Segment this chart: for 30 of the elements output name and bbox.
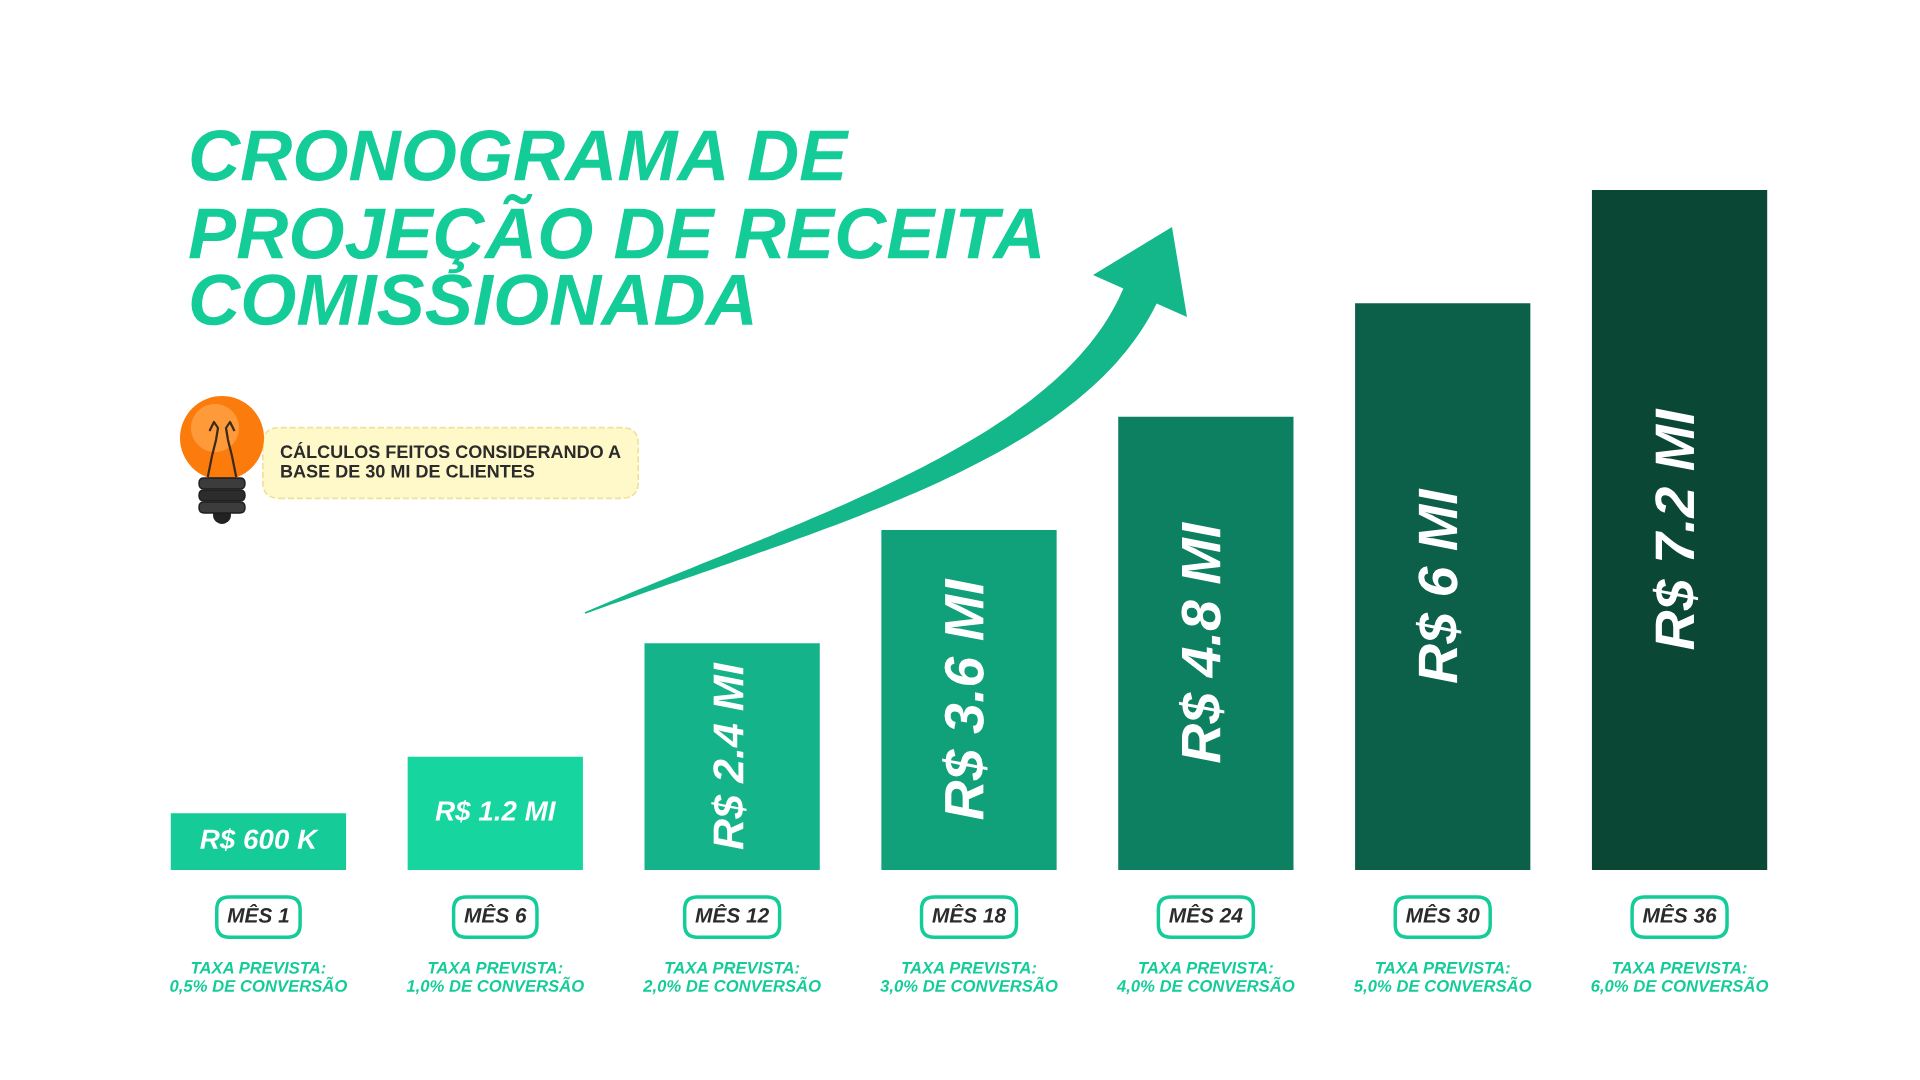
text: TAXA PREVISTA: 6,0% DE CONVERSÃO	[1591, 961, 1769, 995]
bar	[407, 756, 583, 870]
data-label: R$ 2.4 MI	[711, 662, 747, 850]
x-tick-label: MÊS 36	[1642, 903, 1717, 923]
x-tick-label: MÊS 12	[695, 903, 769, 923]
chart-title: CRONOGRAMA DE PROJEÇÃO DE RECEITA COMISSIONADA	[189, 129, 1041, 326]
text: TAXA PREVISTA: 4,0% DE CONVERSÃO	[1116, 961, 1295, 995]
bar	[881, 530, 1057, 870]
bar	[1118, 416, 1294, 870]
x-tick-label: MÊS 24	[1169, 903, 1243, 923]
text: TAXA PREVISTA: 0,5% DE CONVERSÃO	[170, 961, 348, 995]
data-label: R$ 7.2 MI	[1652, 408, 1699, 650]
x-tick-label: MÊS 30	[1406, 903, 1480, 923]
x-tick-label: MÊS 18	[932, 903, 1007, 923]
data-label: R$ 6 MI	[1415, 488, 1462, 683]
x-tick-label: MÊS 1	[227, 903, 289, 923]
text: TAXA PREVISTA: 3,0% DE CONVERSÃO	[880, 961, 1058, 995]
x-tick-label: MÊS 6	[464, 903, 527, 923]
text: TAXA PREVISTA: 5,0% DE CONVERSÃO	[1353, 961, 1532, 995]
data-label: R$ 600 K	[200, 828, 319, 851]
bar	[1591, 190, 1768, 870]
annotation: CÁLCULOS FEITOS CONSIDERANDO A BASE DE 30 MI DE CLIENTES	[280, 441, 621, 478]
data-label: R$ 4.8 MI	[1178, 521, 1225, 763]
bar	[1355, 303, 1531, 870]
text: TAXA PREVISTA: 2,0% DE CONVERSÃO	[642, 961, 821, 995]
data-label: R$ 1.2 MI	[435, 799, 556, 823]
text: TAXA PREVISTA: 1,0% DE CONVERSÃO	[406, 961, 584, 995]
bar	[644, 643, 820, 870]
data-label: R$ 3.6 MI	[942, 578, 988, 820]
bar	[170, 813, 347, 870]
